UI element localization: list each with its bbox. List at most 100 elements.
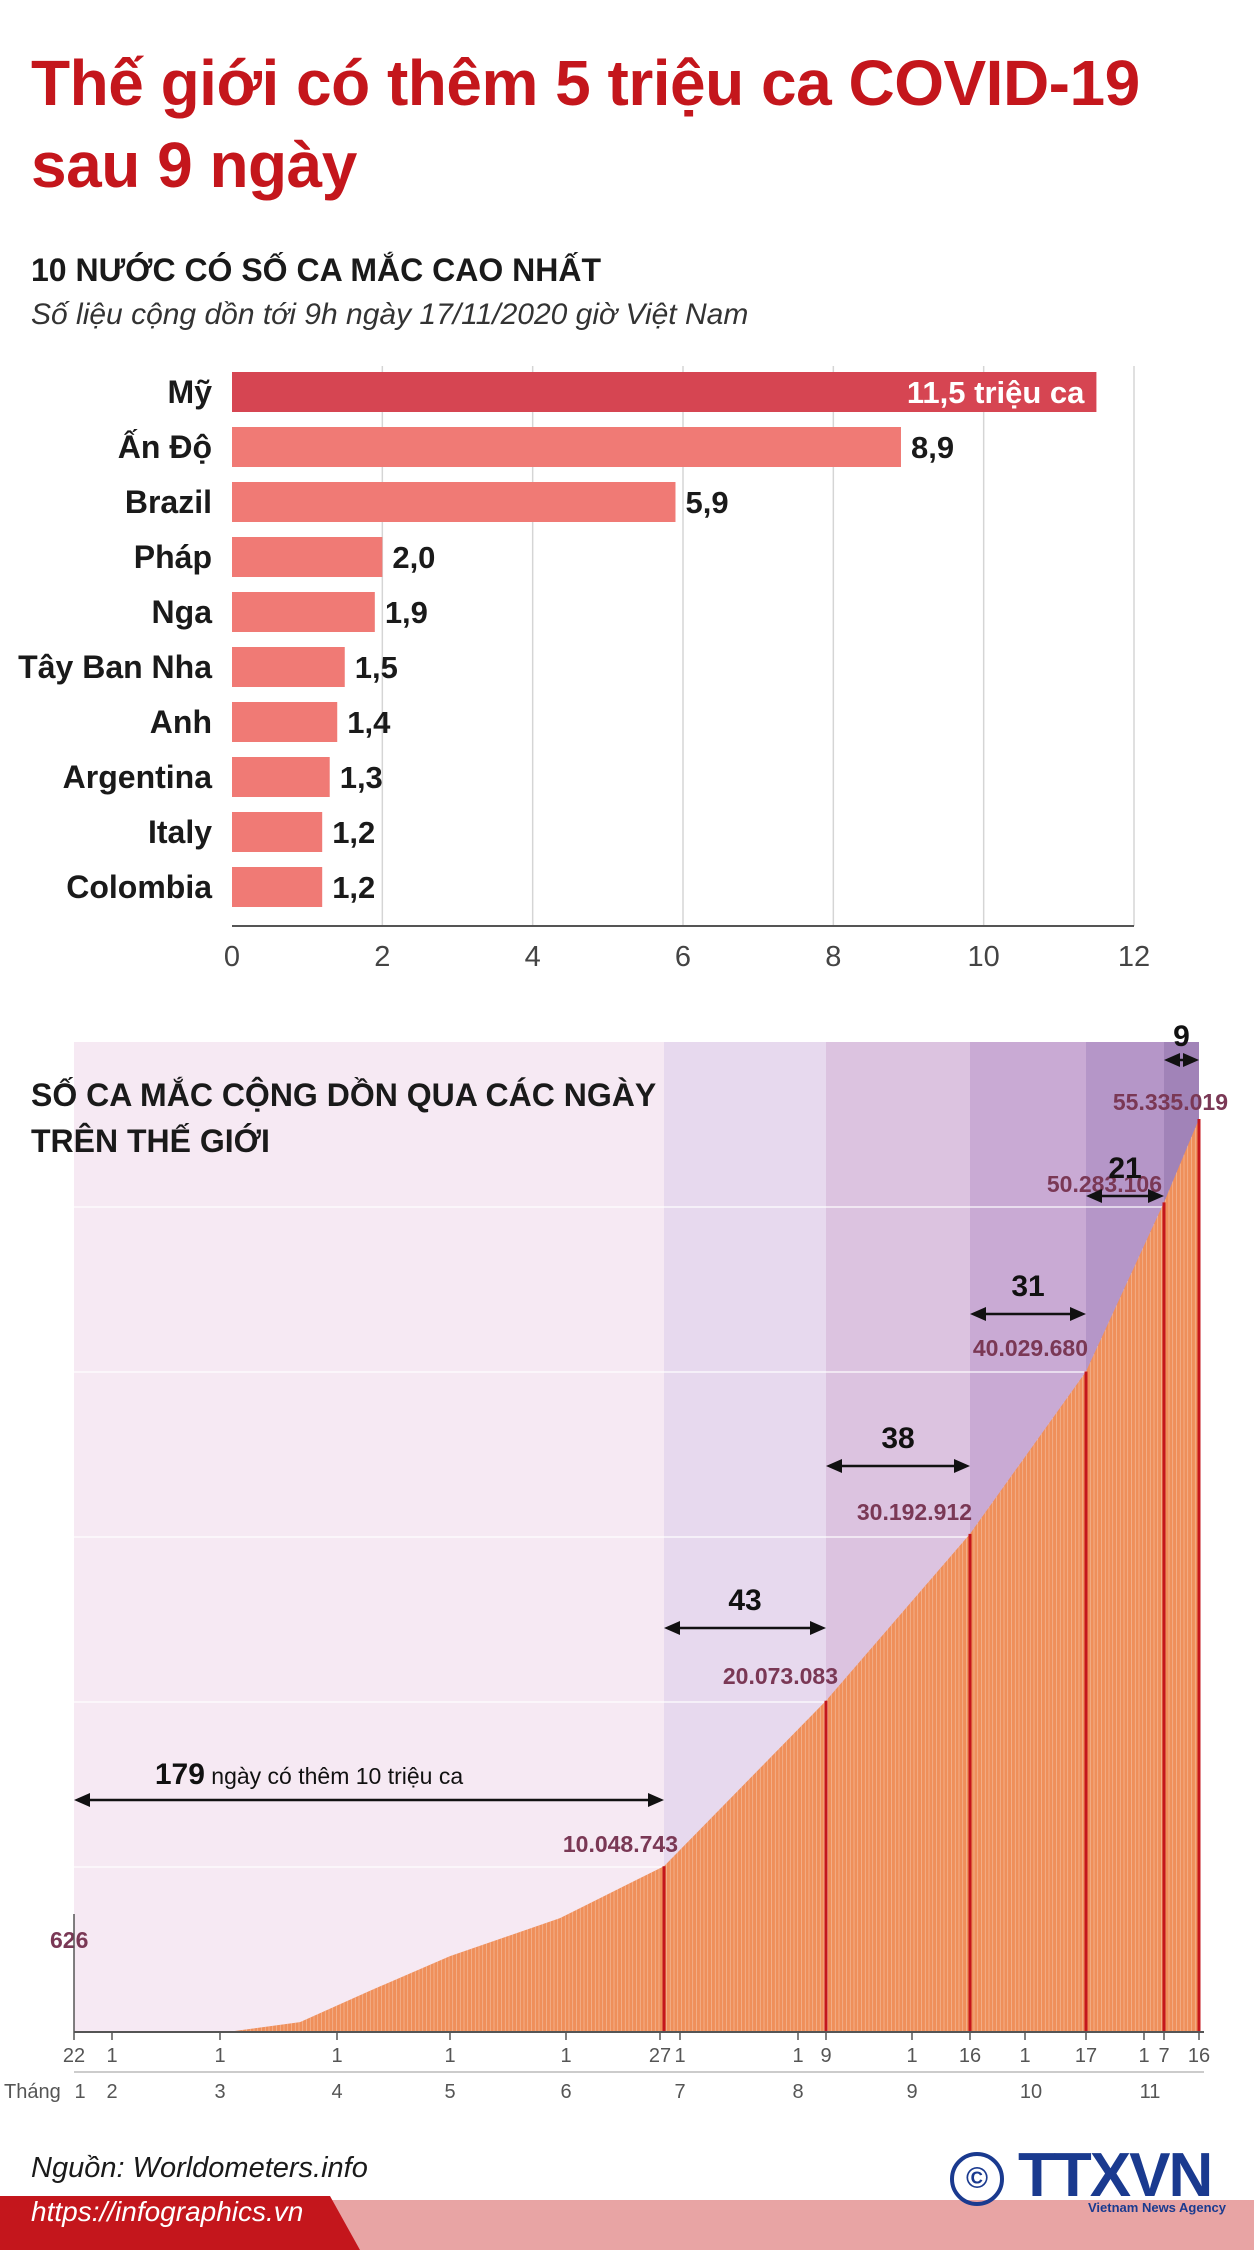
milestone-label: 626 xyxy=(50,1927,88,1953)
data-label: 8,9 xyxy=(911,430,954,465)
milestone-label: 55.335.019 xyxy=(1113,1089,1228,1115)
arrow-head-left xyxy=(1086,1189,1102,1203)
data-label: 5,9 xyxy=(685,485,728,520)
x-tick-label: 8 xyxy=(825,941,841,973)
data-label: 11,5 triệu ca xyxy=(907,375,1085,410)
x-tick-label: 22 xyxy=(63,2045,85,2067)
category-label: Pháp xyxy=(134,539,212,575)
footer-band xyxy=(0,2186,1254,2250)
milestone-label: 20.073.083 xyxy=(723,1663,838,1689)
cumulative-heading-line-1: SỐ CA MẮC CỘNG DỒN QUA CÁC NGÀY xyxy=(31,1077,657,1113)
bar xyxy=(232,427,901,467)
arrow-head-left xyxy=(664,1621,680,1635)
arrow-head-left xyxy=(826,1459,842,1473)
interval-arrow xyxy=(664,1621,826,1635)
x-tick-label: 16 xyxy=(1188,2045,1210,2067)
x-tick-label: 6 xyxy=(675,941,691,973)
bar xyxy=(232,757,330,797)
x-tick-label: 7 xyxy=(1158,2045,1169,2067)
x-tick-label: 1 xyxy=(106,2045,117,2067)
arrow-head-right xyxy=(954,1459,970,1473)
bar-chart-subheading: Số liệu cộng dồn tới 9h ngày 17/11/2020 … xyxy=(31,298,749,331)
data-label: 1,5 xyxy=(355,650,398,685)
arrow-head-left xyxy=(1164,1053,1180,1067)
source-note: Nguồn: Worldometers.info xyxy=(31,2152,368,2184)
x-tick-label: 1 xyxy=(906,2045,917,2067)
arrow-head-left xyxy=(74,1793,90,1807)
cumulative-heading-line-2: TRÊN THẾ GIỚI xyxy=(31,1123,270,1159)
interval-label: 38 xyxy=(881,1422,914,1455)
x-tick-label: 1 xyxy=(1019,2045,1030,2067)
x-tick-label: 12 xyxy=(1118,941,1150,973)
data-label: 2,0 xyxy=(392,540,435,575)
x-tick-label: 1 xyxy=(674,2045,685,2067)
bar xyxy=(232,647,345,687)
interval-label: 21 xyxy=(1108,1152,1141,1185)
category-label: Tây Ban Nha xyxy=(18,649,212,685)
month-label: 5 xyxy=(444,2081,455,2103)
bar xyxy=(232,372,1097,412)
x-tick-label: 1 xyxy=(1138,2045,1149,2067)
interval-label: 179 ngày có thêm 10 triệu ca xyxy=(155,1758,464,1791)
month-label: 10 xyxy=(1020,2081,1042,2103)
x-tick-label: 4 xyxy=(525,941,541,973)
x-tick-label: 10 xyxy=(968,941,1000,973)
interval-label: 9 xyxy=(1173,1020,1190,1053)
x-tick-label: 1 xyxy=(214,2045,225,2067)
x-tick-label: 2 xyxy=(374,941,390,973)
ttxvn-logo: TTXVN xyxy=(1018,2141,1213,2210)
interval-arrow xyxy=(74,1793,664,1807)
interval-label: 43 xyxy=(728,1584,761,1617)
month-label: 3 xyxy=(214,2081,225,2103)
arrow-head-left xyxy=(970,1307,986,1321)
milestone-label: 10.048.743 xyxy=(563,1831,678,1857)
month-label: 6 xyxy=(560,2081,571,2103)
bar xyxy=(232,702,338,742)
bar xyxy=(232,537,383,577)
category-label: Colombia xyxy=(66,869,212,905)
month-label: 11 xyxy=(1140,2081,1161,2103)
bar xyxy=(232,812,323,852)
x-tick-label: 9 xyxy=(820,2045,831,2067)
arrow-head-right xyxy=(810,1621,826,1635)
data-label: 1,3 xyxy=(340,760,383,795)
category-label: Italy xyxy=(148,814,212,850)
month-label: 1 xyxy=(74,2081,85,2103)
month-axis-label: Tháng xyxy=(4,2081,61,2103)
interval-label: 31 xyxy=(1011,1270,1044,1303)
data-label: 1,2 xyxy=(332,870,375,905)
x-tick-label: 0 xyxy=(224,941,240,973)
x-tick-label: 1 xyxy=(444,2045,455,2067)
month-label: 2 xyxy=(106,2081,117,2103)
category-label: Argentina xyxy=(63,759,213,795)
x-tick-label: 27 xyxy=(649,2045,671,2067)
arrow-head-right xyxy=(1148,1189,1164,1203)
copyright-icon: © xyxy=(950,2152,1004,2206)
title-line-2: sau 9 ngày xyxy=(31,129,357,201)
cumulative-chart-heading: SỐ CA MẮC CỘNG DỒN QUA CÁC NGÀY TRÊN THẾ… xyxy=(31,1072,656,1164)
arrow-head-right xyxy=(1183,1053,1199,1067)
x-tick-label: 1 xyxy=(560,2045,571,2067)
data-label: 1,4 xyxy=(347,705,391,740)
category-label: Ấn Độ xyxy=(118,429,212,465)
month-label: 7 xyxy=(674,2081,685,2103)
interval-arrow xyxy=(1164,1053,1199,1067)
arrow-head-right xyxy=(648,1793,664,1807)
interval-note: ngày có thêm 10 triệu ca xyxy=(205,1763,463,1789)
bar xyxy=(232,482,676,522)
bar-chart-heading: 10 NƯỚC CÓ SỐ CA MẮC CAO NHẤT xyxy=(31,252,602,288)
month-label: 4 xyxy=(331,2081,342,2103)
title-line-1: Thế giới có thêm 5 triệu ca COVID-19 xyxy=(31,47,1140,119)
top10-bar-chart: 0 2 4 6 8 10 12 Mỹ 11,5 triệu ca Ấn Độ 8,9 Brazil 5,… xyxy=(18,366,1150,973)
interval-arrow xyxy=(970,1307,1086,1321)
arrow-head-right xyxy=(1070,1307,1086,1321)
x-tick-label: 17 xyxy=(1075,2045,1097,2067)
footer-band-accent xyxy=(0,2196,360,2250)
interval-arrow xyxy=(1086,1189,1164,1203)
bar xyxy=(232,592,375,632)
x-tick-label: 16 xyxy=(959,2045,981,2067)
month-label: 9 xyxy=(906,2081,917,2103)
footer-url-link[interactable]: https://infographics.vn xyxy=(31,2196,304,2227)
category-label: Mỹ xyxy=(168,374,213,410)
bar xyxy=(232,867,323,907)
